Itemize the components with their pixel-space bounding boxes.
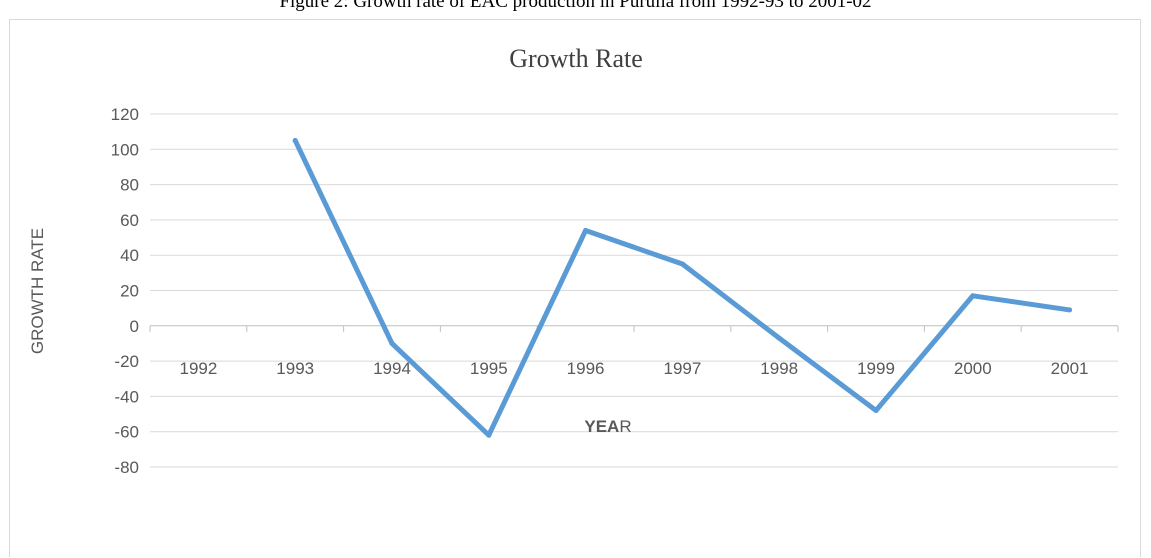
- data-point: [292, 137, 298, 143]
- x-axis-title-bold-part: YEA: [584, 417, 619, 436]
- y-tick-label: 20: [120, 282, 139, 301]
- data-point: [583, 227, 589, 233]
- x-tick-label: 1998: [760, 359, 798, 378]
- x-tick-label: 1992: [179, 359, 217, 378]
- y-tick-label: -80: [114, 458, 139, 477]
- y-tick-label: -20: [114, 352, 139, 371]
- x-tick-label: 1997: [663, 359, 701, 378]
- data-point: [873, 408, 879, 414]
- series-lines: [292, 137, 1073, 438]
- data-point: [776, 335, 782, 341]
- y-tick-label: 0: [130, 317, 139, 336]
- data-point: [389, 340, 395, 346]
- y-axis-title: GROWTH RATE: [28, 228, 47, 354]
- x-axis: [149, 325, 1119, 332]
- y-axis-tick-labels: 120 100 80 60 40 20 0 -20 -40 -60 -80: [111, 105, 139, 477]
- y-tick-label: 100: [111, 140, 139, 159]
- data-point: [679, 261, 685, 267]
- chart-area: Growth Rate 120 100 80 60 40 20 0 -20 -40 -60 -80 …: [9, 19, 1141, 557]
- data-point: [1067, 307, 1073, 313]
- y-tick-label: 60: [120, 211, 139, 230]
- x-axis-title-rest: R: [619, 417, 631, 436]
- x-tick-label: 1994: [373, 359, 411, 378]
- x-tick-label: 1999: [857, 359, 895, 378]
- x-tick-label: 2001: [1051, 359, 1089, 378]
- y-tick-label: 80: [120, 176, 139, 195]
- gridlines: [150, 113, 1118, 468]
- chart-title: Growth Rate: [509, 44, 643, 73]
- x-tick-label: 1993: [276, 359, 314, 378]
- data-point: [486, 432, 492, 438]
- y-tick-label: -60: [114, 423, 139, 442]
- x-axis-title: YEAR: [584, 417, 631, 436]
- x-tick-label: 2000: [954, 359, 992, 378]
- data-point: [970, 293, 976, 299]
- figure-caption: Figure 2: Growth rate of EAC production …: [279, 0, 872, 12]
- x-tick-label: 1995: [470, 359, 508, 378]
- y-tick-label: 120: [111, 105, 139, 124]
- x-tick-label: 1996: [567, 359, 605, 378]
- growth-rate-line-chart: Growth Rate 120100806040200-20-40-60-80 …: [28, 44, 1119, 477]
- x-axis-tick-labels: 1992 1993 1994 1995 1996 1997 1998 1999 2000 2001: [179, 359, 1088, 378]
- y-tick-label: 40: [120, 246, 139, 265]
- y-tick-label: -40: [114, 387, 139, 406]
